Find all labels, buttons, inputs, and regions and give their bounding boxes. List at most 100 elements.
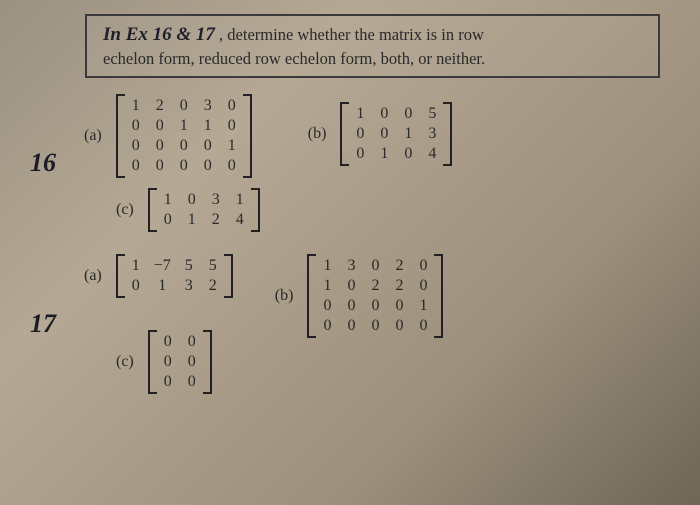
matrix-cell: 0 bbox=[130, 277, 142, 295]
bracket-left bbox=[148, 330, 157, 394]
matrix-cell: 0 bbox=[130, 157, 142, 175]
problem-16a: (a) 12030001100000100000 bbox=[80, 92, 264, 180]
matrix-cell: 1 bbox=[354, 105, 366, 123]
matrix-cell: 3 bbox=[202, 97, 214, 115]
matrix-grid: 13020102200000100000 bbox=[316, 254, 434, 338]
matrix-cell: 0 bbox=[186, 333, 198, 351]
matrix-16c: 10310124 bbox=[148, 188, 260, 232]
matrix-cell: 0 bbox=[354, 125, 366, 143]
matrix-cell: 0 bbox=[154, 137, 166, 155]
bracket-right bbox=[203, 330, 212, 394]
part-label-17a: (a) bbox=[84, 267, 102, 285]
matrix-cell: 0 bbox=[162, 333, 174, 351]
bracket-left bbox=[116, 254, 125, 298]
matrix-cell: 1 bbox=[130, 97, 142, 115]
bracket-right bbox=[443, 102, 452, 166]
problem-17b: (b) 13020102200000100000 bbox=[271, 252, 448, 340]
matrix-grid: 000000 bbox=[157, 330, 203, 394]
matrix-cell: 5 bbox=[183, 257, 195, 275]
problem-16-row: 16 (a) 12030001100000100000 (c) 10310124 bbox=[85, 92, 660, 234]
problem-17a: (a) 1−7550132 bbox=[80, 252, 237, 300]
part-label-17b: (b) bbox=[275, 287, 294, 305]
bracket-left bbox=[148, 188, 157, 232]
instruction-box: In Ex 16 & 17 , determine whether the ma… bbox=[85, 14, 660, 78]
matrix-grid: 10310124 bbox=[157, 188, 251, 232]
matrix-cell: 0 bbox=[345, 317, 357, 335]
matrix-cell: 0 bbox=[226, 117, 238, 135]
matrix-cell: 0 bbox=[369, 257, 381, 275]
matrix-cell: 1 bbox=[162, 191, 174, 209]
part-label-16a: (a) bbox=[84, 127, 102, 145]
matrix-cell: 0 bbox=[417, 277, 429, 295]
matrix-cell: 0 bbox=[378, 105, 390, 123]
matrix-cell: 0 bbox=[162, 211, 174, 229]
matrix-16b: 100500130104 bbox=[340, 102, 452, 166]
matrix-cell: 0 bbox=[154, 157, 166, 175]
matrix-cell: 1 bbox=[402, 125, 414, 143]
matrix-cell: 0 bbox=[345, 277, 357, 295]
matrix-cell: 2 bbox=[210, 211, 222, 229]
problem-16-left-stack: (a) 12030001100000100000 (c) 10310124 bbox=[80, 92, 264, 234]
bracket-right bbox=[243, 94, 252, 178]
matrix-cell: 1 bbox=[417, 297, 429, 315]
matrix-cell: 0 bbox=[402, 145, 414, 163]
matrix-cell: 2 bbox=[207, 277, 219, 295]
matrix-16a: 12030001100000100000 bbox=[116, 94, 252, 178]
matrix-cell: 0 bbox=[345, 297, 357, 315]
matrix-17b: 13020102200000100000 bbox=[307, 254, 443, 338]
matrix-cell: 1 bbox=[202, 117, 214, 135]
matrix-grid: 12030001100000100000 bbox=[125, 94, 243, 178]
problem-16b: (b) 100500130104 bbox=[304, 100, 457, 168]
matrix-17a: 1−7550132 bbox=[116, 254, 233, 298]
part-label-16c: (c) bbox=[116, 201, 134, 219]
matrix-cell: 4 bbox=[426, 145, 438, 163]
matrix-cell: 4 bbox=[234, 211, 246, 229]
matrix-cell: 0 bbox=[162, 353, 174, 371]
matrix-cell: 1 bbox=[378, 145, 390, 163]
matrix-cell: 0 bbox=[393, 317, 405, 335]
matrix-cell: 1 bbox=[321, 257, 333, 275]
problem-16c: (c) 10310124 bbox=[112, 186, 264, 234]
matrix-cell: 1 bbox=[154, 277, 171, 295]
matrix-cell: 0 bbox=[154, 117, 166, 135]
matrix-cell: 5 bbox=[426, 105, 438, 123]
matrix-cell: 0 bbox=[321, 297, 333, 315]
matrix-cell: 3 bbox=[183, 277, 195, 295]
matrix-cell: 1 bbox=[321, 277, 333, 295]
part-label-16b: (b) bbox=[308, 125, 327, 143]
matrix-cell: 5 bbox=[207, 257, 219, 275]
matrix-cell: 0 bbox=[130, 117, 142, 135]
matrix-cell: 0 bbox=[369, 317, 381, 335]
part-label-17c: (c) bbox=[116, 353, 134, 371]
matrix-cell: 1 bbox=[226, 137, 238, 155]
matrix-17c: 000000 bbox=[148, 330, 212, 394]
matrix-cell: 2 bbox=[154, 97, 166, 115]
matrix-cell: 0 bbox=[393, 297, 405, 315]
matrix-cell: 0 bbox=[202, 137, 214, 155]
bracket-left bbox=[307, 254, 316, 338]
matrix-cell: 1 bbox=[130, 257, 142, 275]
bracket-right bbox=[251, 188, 260, 232]
matrix-cell: 0 bbox=[202, 157, 214, 175]
problem-17-left-stack: (a) 1−7550132 (c) 000000 bbox=[80, 252, 237, 396]
matrix-cell: 3 bbox=[426, 125, 438, 143]
matrix-cell: 2 bbox=[393, 257, 405, 275]
matrix-cell: 0 bbox=[417, 257, 429, 275]
matrix-cell: 1 bbox=[186, 211, 198, 229]
matrix-cell: 0 bbox=[178, 157, 190, 175]
matrix-cell: 0 bbox=[402, 105, 414, 123]
matrix-cell: 3 bbox=[210, 191, 222, 209]
bracket-right bbox=[434, 254, 443, 338]
matrix-grid: 1−7550132 bbox=[125, 254, 224, 298]
page-content: In Ex 16 & 17 , determine whether the ma… bbox=[0, 0, 700, 416]
matrix-cell: 1 bbox=[234, 191, 246, 209]
matrix-cell: 1 bbox=[178, 117, 190, 135]
matrix-grid: 100500130104 bbox=[349, 102, 443, 166]
matrix-cell: 0 bbox=[369, 297, 381, 315]
problem-16-label: 16 bbox=[30, 148, 78, 178]
bracket-right bbox=[224, 254, 233, 298]
matrix-cell: 0 bbox=[178, 137, 190, 155]
matrix-cell: 0 bbox=[130, 137, 142, 155]
bracket-left bbox=[116, 94, 125, 178]
instruction-line1: , determine whether the matrix is in row bbox=[219, 25, 484, 44]
